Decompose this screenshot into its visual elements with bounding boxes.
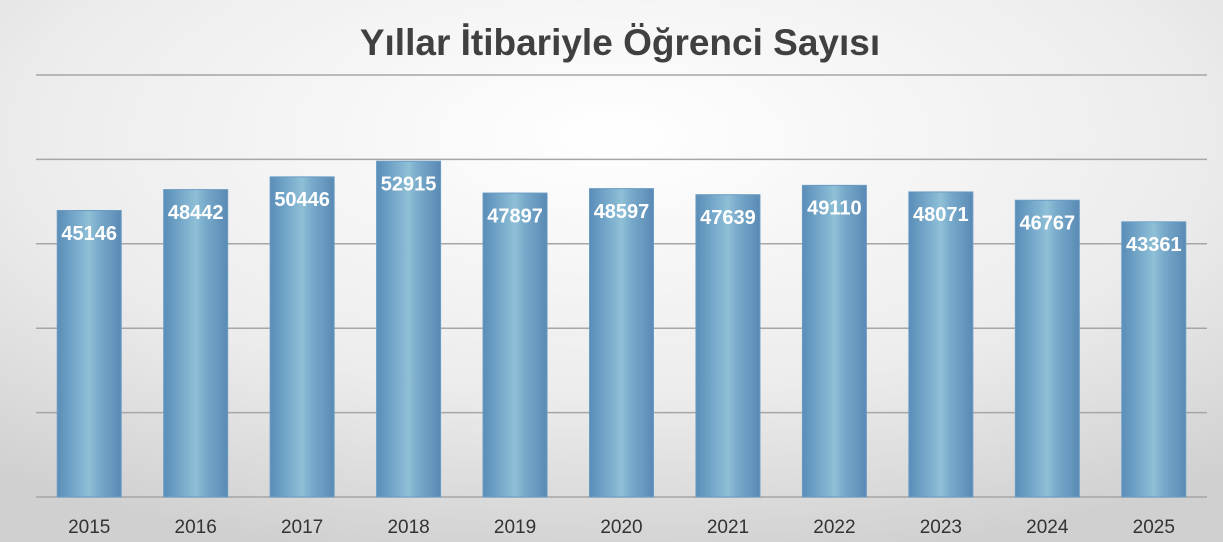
bar xyxy=(482,192,548,498)
bar xyxy=(695,194,761,498)
bar xyxy=(56,210,122,498)
x-tick-label: 2022 xyxy=(813,517,855,538)
bar xyxy=(269,176,335,498)
x-tick-label: 2023 xyxy=(920,517,962,538)
data-label: 49110 xyxy=(807,198,862,220)
x-tick-label: 2021 xyxy=(707,517,749,538)
x-tick-label: 2024 xyxy=(1026,517,1069,538)
data-label: 48071 xyxy=(913,204,969,226)
data-label: 45146 xyxy=(61,223,117,245)
x-tick-label: 2019 xyxy=(494,517,536,538)
bar xyxy=(801,184,867,498)
data-label: 47897 xyxy=(487,205,543,227)
data-label: 48442 xyxy=(168,202,224,224)
bar xyxy=(908,191,974,498)
chart-title: Yıllar İtibariyle Öğrenci Sayısı xyxy=(360,22,880,63)
data-label: 48597 xyxy=(594,201,650,223)
data-label: 50446 xyxy=(274,189,330,211)
bar xyxy=(376,160,442,498)
bar xyxy=(589,188,654,498)
data-label: 47639 xyxy=(700,207,756,229)
bar xyxy=(1121,221,1187,498)
data-label: 52915 xyxy=(381,173,437,195)
x-tick-label: 2016 xyxy=(175,517,217,538)
x-tick-label: 2020 xyxy=(600,517,642,538)
x-tick-label: 2018 xyxy=(387,517,429,538)
bar xyxy=(163,189,229,498)
data-label: 43361 xyxy=(1126,234,1182,256)
x-tick-label: 2017 xyxy=(281,517,323,538)
x-tick-label: 2015 xyxy=(68,517,110,538)
data-label: 46767 xyxy=(1020,213,1076,235)
bar xyxy=(1014,199,1080,498)
x-tick-label: 2025 xyxy=(1133,517,1175,538)
